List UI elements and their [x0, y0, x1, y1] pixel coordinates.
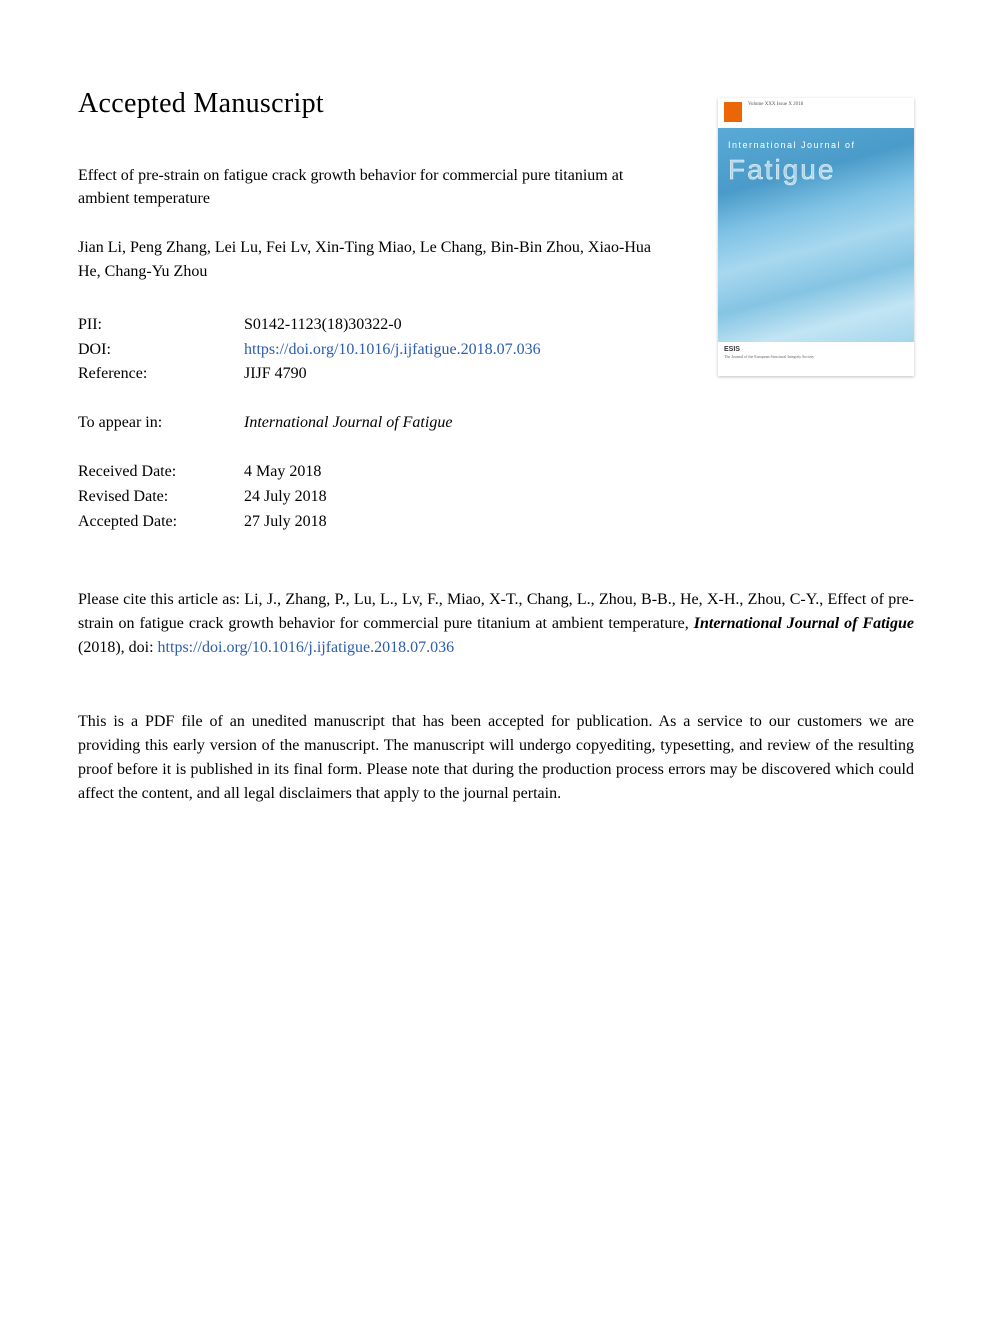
cover-publisher-bar: Volume XXX Issue X 2018 — [718, 98, 914, 128]
elsevier-logo-icon — [724, 102, 742, 122]
citation-journal: International Journal of Fatigue — [694, 615, 914, 632]
spacer — [78, 558, 914, 582]
cover-journal-label: International Journal of — [728, 140, 904, 150]
metadata-label: To appear in: — [78, 411, 244, 436]
metadata-label: Received Date: — [78, 460, 244, 485]
citation-doi-link[interactable]: https://doi.org/10.1016/j.ijfatigue.2018… — [158, 639, 455, 656]
cover-bottom-text: The Journal of the European Structural I… — [724, 355, 908, 360]
metadata-row-accepted: Accepted Date: 27 July 2018 — [78, 510, 914, 535]
cover-volume-text: Volume XXX Issue X 2018 — [748, 102, 803, 108]
author-list: Jian Li, Peng Zhang, Lei Lu, Fei Lv, Xin… — [78, 236, 668, 282]
citation-year-doi: (2018), doi: — [78, 639, 158, 656]
metadata-row-received: Received Date: 4 May 2018 — [78, 460, 914, 485]
cover-journal-name: Fatigue — [728, 154, 904, 186]
metadata-value: 27 July 2018 — [244, 510, 914, 535]
metadata-label: Revised Date: — [78, 485, 244, 510]
content-area: Volume XXX Issue X 2018 International Jo… — [78, 164, 914, 806]
dates-table: Received Date: 4 May 2018 Revised Date: … — [78, 460, 914, 534]
esis-label: ESIS — [724, 346, 908, 353]
metadata-label: PII: — [78, 313, 244, 338]
article-title: Effect of pre-strain on fatigue crack gr… — [78, 164, 648, 210]
cover-main: International Journal of Fatigue — [718, 128, 914, 342]
doi-link[interactable]: https://doi.org/10.1016/j.ijfatigue.2018… — [244, 341, 541, 358]
metadata-value: 4 May 2018 — [244, 460, 914, 485]
disclaimer-paragraph: This is a PDF file of an unedited manusc… — [78, 710, 914, 806]
citation-paragraph: Please cite this article as: Li, J., Zha… — [78, 588, 914, 660]
metadata-label: Accepted Date: — [78, 510, 244, 535]
metadata-label: DOI: — [78, 338, 244, 363]
to-appear-table: To appear in: International Journal of F… — [78, 411, 914, 436]
metadata-value: 24 July 2018 — [244, 485, 914, 510]
metadata-row-revised: Revised Date: 24 July 2018 — [78, 485, 914, 510]
cover-bottom-bar: ESIS The Journal of the European Structu… — [718, 342, 914, 376]
metadata-label: Reference: — [78, 362, 244, 387]
metadata-value: International Journal of Fatigue — [244, 411, 914, 436]
metadata-row-to-appear: To appear in: International Journal of F… — [78, 411, 914, 436]
journal-cover-thumbnail: Volume XXX Issue X 2018 International Jo… — [718, 98, 914, 376]
